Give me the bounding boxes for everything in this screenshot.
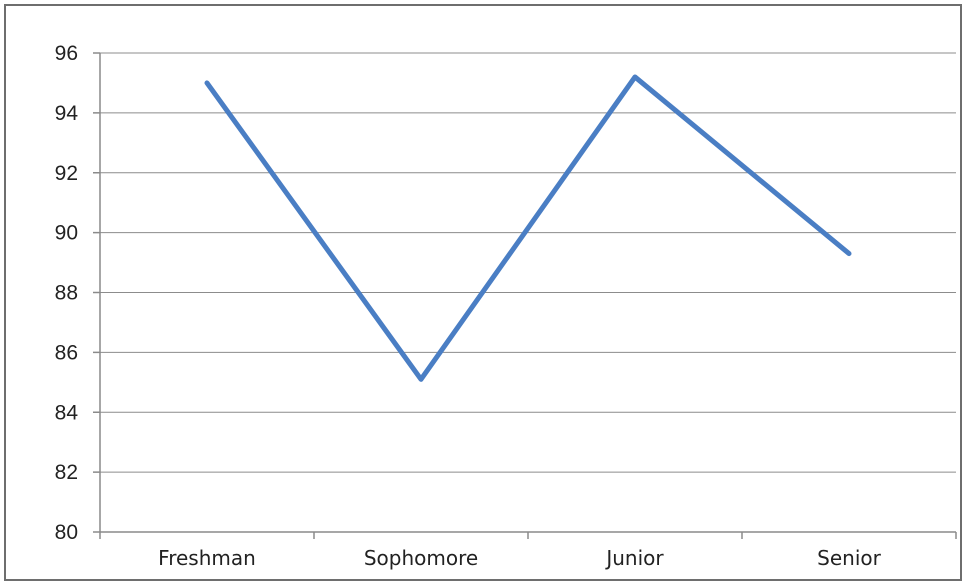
x-tick-labels: Freshman Sophomore Junior Senior <box>158 546 881 570</box>
axes <box>99 53 956 533</box>
data-point-freshman <box>205 80 209 85</box>
x-tick-label-freshman: Freshman <box>158 546 256 570</box>
y-tick-label-92: 92 <box>55 162 78 185</box>
x-tick-label-senior: Senior <box>817 546 881 570</box>
y-tick-label-96: 96 <box>55 42 78 65</box>
gridlines <box>93 52 957 539</box>
y-tick-label-80: 80 <box>55 521 78 544</box>
y-tick-label-94: 94 <box>55 102 79 125</box>
x-tick-label-junior: Junior <box>604 546 664 570</box>
data-point-senior <box>847 251 851 256</box>
x-tick-label-sophomore: Sophomore <box>364 546 478 570</box>
y-tick-label-82: 82 <box>55 461 78 484</box>
data-point-sophomore <box>419 377 423 382</box>
series-line <box>204 74 852 382</box>
y-tick-label-84: 84 <box>55 401 79 424</box>
y-tick-label-88: 88 <box>55 282 78 305</box>
data-point-junior <box>633 74 637 79</box>
series <box>204 74 852 382</box>
y-tick-label-90: 90 <box>55 222 78 245</box>
y-tick-label-86: 86 <box>55 341 78 364</box>
y-tick-labels: 80 82 84 86 88 90 92 94 96 <box>55 42 79 544</box>
